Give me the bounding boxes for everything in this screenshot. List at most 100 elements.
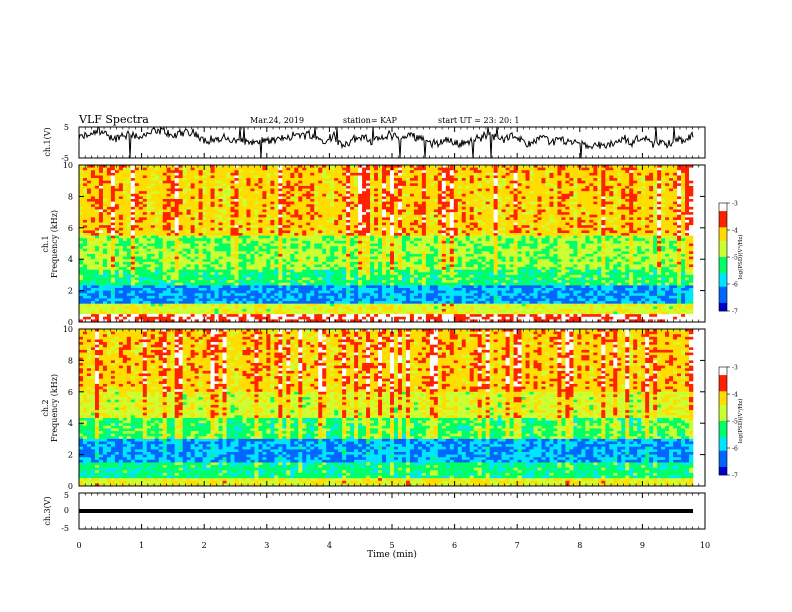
spectrogram-cell [278, 243, 283, 247]
spectrogram-cell [270, 240, 275, 244]
spectrogram-cell [294, 214, 299, 218]
spectrogram-cell [549, 183, 554, 187]
spectrogram-cell [541, 185, 546, 189]
spectrogram-cell [214, 180, 219, 184]
spectrogram-cell [382, 170, 387, 174]
spectrogram-cell [521, 185, 526, 189]
spectrogram-cell [505, 227, 510, 231]
spectrogram-cell [310, 222, 315, 226]
spectrogram-cell [274, 172, 279, 176]
spectrogram-cell [473, 199, 478, 202]
spectrogram-cell [461, 175, 467, 179]
spectrogram-cell [569, 214, 574, 218]
spectrogram-cell [673, 172, 678, 176]
spectrogram-cell [553, 188, 558, 192]
spectrogram-cell [673, 196, 678, 200]
spectrogram-cell [322, 225, 327, 229]
spectrogram-cell [138, 238, 144, 242]
spectrogram-cell [214, 199, 219, 202]
spectrogram-cell [393, 227, 399, 231]
spectrogram-cell [397, 191, 403, 195]
spectrogram-cell [218, 185, 223, 189]
spectrogram-cell [673, 165, 678, 168]
spectrogram-cell [597, 225, 602, 229]
spectrogram-cell [689, 227, 694, 231]
spectrogram-cell [354, 212, 359, 216]
spectrogram-cell [533, 201, 538, 205]
spectrogram-cell [485, 206, 490, 210]
spectrogram-cell [258, 175, 263, 179]
spectrogram-cell [334, 230, 339, 234]
spectrogram-cell [625, 165, 630, 168]
spectrogram-cell [421, 212, 427, 216]
spectrogram-cell [230, 185, 235, 189]
spectrogram-cell [246, 209, 251, 213]
spectrogram-cell [202, 222, 207, 226]
spectrogram-cell [86, 206, 92, 210]
spectrogram-cell [409, 206, 415, 210]
spectrogram-cell [585, 183, 590, 187]
spectrogram-cell [174, 178, 179, 181]
spectrogram-cell [386, 193, 391, 197]
spectrogram-cell [114, 175, 120, 179]
spectrogram-cell [102, 238, 108, 242]
spectrogram-cell [521, 217, 526, 221]
spectrogram-cell [342, 225, 347, 229]
spectrogram-cell [417, 243, 423, 247]
spectrogram-cell [354, 235, 359, 239]
spectrogram-cell [569, 165, 574, 168]
spectrogram-cell [290, 178, 295, 181]
spectrogram-cell [457, 172, 463, 176]
spectrogram-cell [94, 201, 100, 205]
spectrogram-cell [469, 214, 475, 218]
spectrogram-cell [593, 222, 598, 226]
spectrogram-cell [525, 217, 530, 221]
spectrogram-cell [485, 214, 490, 218]
spectrogram-cell [437, 180, 443, 184]
spectrogram-cell [170, 167, 175, 171]
spectrogram-cell [485, 180, 490, 184]
spectrogram-cell [509, 188, 514, 192]
spectrogram-cell [206, 170, 211, 174]
spectrogram-cell [218, 178, 223, 181]
spectrogram-cell [234, 209, 239, 213]
spectrogram-cell [82, 240, 88, 244]
spectrogram-cell [202, 233, 207, 236]
spectrogram-cell [617, 170, 622, 174]
spectrogram-cell [393, 196, 399, 200]
spectrogram-cell [441, 214, 447, 218]
spectrogram-cell [334, 222, 339, 226]
spectrogram-cell [166, 209, 171, 213]
spectrogram-cell [286, 248, 291, 252]
spectrogram-cell [689, 183, 694, 187]
spectrogram-cell [338, 209, 343, 213]
spectrogram-cell [393, 230, 399, 234]
spectrogram-cell [557, 191, 562, 195]
spectrogram-cell [290, 235, 295, 239]
spectrogram-cell [222, 222, 227, 226]
spectrogram-cell [79, 212, 84, 216]
spectrogram-cell [485, 165, 490, 168]
spectrogram-cell [493, 240, 498, 244]
spectrogram-cell [657, 209, 662, 213]
spectrogram-cell [393, 219, 399, 223]
spectrogram-cell [198, 230, 203, 234]
spectrogram-cell [330, 170, 335, 174]
spectrogram-cell [401, 196, 407, 200]
spectrogram-cell [94, 246, 100, 250]
spectrogram-cell [118, 214, 124, 218]
spectrogram-cell [593, 240, 598, 244]
spectrogram-cell [146, 172, 152, 176]
spectrogram-cell [218, 201, 223, 205]
spectrogram-cell [405, 222, 411, 226]
spectrogram-cell [106, 167, 112, 171]
spectrogram-cell [417, 219, 423, 223]
spectrogram-cell [589, 180, 594, 184]
spectrogram-cell [230, 188, 235, 192]
spectrogram-cell [597, 175, 602, 179]
spectrogram-cell [374, 183, 379, 187]
spectrogram-cell [354, 180, 359, 184]
spectrogram-cell [557, 180, 562, 184]
spectrogram-cell [557, 233, 562, 236]
spectrogram-cell [234, 193, 239, 197]
